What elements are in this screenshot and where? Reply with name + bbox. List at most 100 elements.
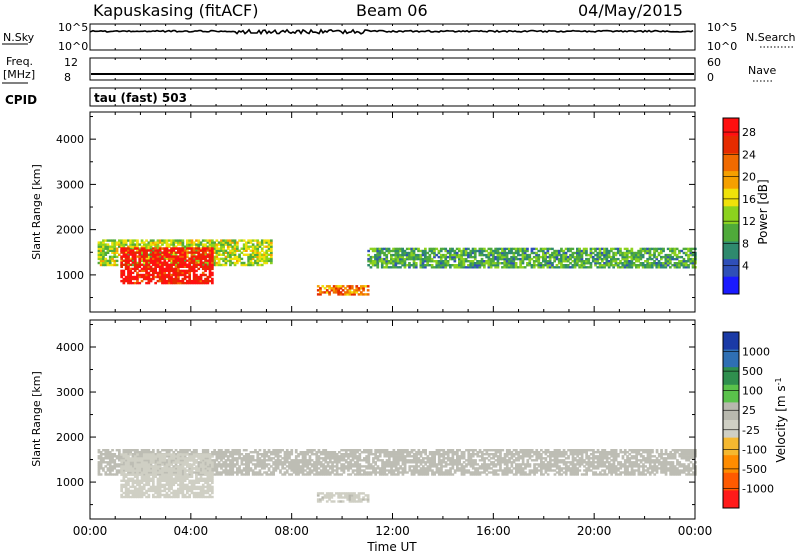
velocity-cell — [667, 469, 670, 472]
velocity-cell — [492, 469, 495, 472]
nsky-trace — [90, 28, 694, 36]
velocity-cell — [437, 471, 441, 474]
power-cell — [217, 257, 221, 261]
velocity-cell — [571, 473, 575, 476]
power-cell — [133, 247, 137, 250]
nsky-strip-frame — [89, 23, 696, 51]
velocity-cell — [442, 455, 446, 458]
power-cell — [648, 257, 652, 261]
power-cell — [152, 255, 155, 258]
power-cell — [639, 247, 643, 251]
velocity-cell — [553, 455, 557, 458]
power-cell — [530, 266, 534, 269]
power-cell — [201, 265, 205, 268]
velocity-cell — [424, 451, 427, 454]
power-cell — [247, 239, 250, 242]
power-cell — [544, 257, 547, 261]
velocity-cell — [533, 463, 536, 466]
power-cell — [596, 253, 600, 257]
velocity-cell — [576, 455, 579, 458]
power-cell — [201, 273, 205, 277]
power-cell — [152, 259, 155, 262]
velocity-cell — [104, 461, 108, 464]
power-cell — [199, 241, 203, 244]
velocity-cell — [621, 455, 625, 458]
power-cell — [403, 262, 407, 265]
power-cell — [97, 257, 101, 261]
power-cell — [127, 245, 130, 248]
velocity-cell — [111, 473, 114, 476]
power-cell — [170, 269, 173, 273]
velocity-cell — [290, 467, 294, 470]
power-cell — [181, 259, 185, 262]
power-cell — [97, 255, 101, 259]
velocity-cell — [342, 457, 346, 460]
power-cell — [183, 281, 187, 285]
power-cell — [224, 263, 228, 267]
velocity-cell — [285, 459, 289, 462]
power-cell — [505, 262, 509, 265]
velocity-cell — [492, 453, 495, 456]
velocity-cell — [274, 451, 278, 454]
power-cell — [337, 289, 340, 292]
power-cell — [154, 253, 157, 256]
power-cell — [535, 247, 538, 251]
velocity-cell — [254, 463, 257, 466]
power-cell — [118, 243, 121, 246]
power-cell — [519, 262, 522, 265]
velocity-cell — [533, 469, 536, 472]
power-cell — [217, 261, 221, 265]
velocity-cell — [578, 469, 582, 472]
velocity-cell — [642, 471, 645, 474]
velocity-cell — [653, 459, 657, 462]
velocity-cell — [451, 459, 455, 462]
nsky-trace-line — [90, 28, 694, 36]
velocity-cell — [238, 451, 241, 454]
velocity-cell — [599, 463, 602, 466]
velocity-cell — [344, 455, 348, 458]
velocity-cell — [431, 473, 434, 476]
velocity-cell — [340, 465, 343, 468]
power-cell — [140, 259, 144, 263]
power-cell — [528, 262, 532, 265]
velocity-cell — [594, 461, 598, 464]
velocity-cell — [628, 461, 632, 464]
power-cell — [605, 262, 609, 265]
power-cell — [217, 259, 221, 263]
power-cell — [120, 243, 123, 246]
power-cell — [122, 259, 126, 262]
power-cell — [129, 269, 132, 273]
velocity-cell — [172, 471, 176, 474]
velocity-cell — [294, 465, 298, 468]
velocity-cell — [399, 455, 402, 458]
velocity-cell — [365, 457, 368, 460]
power-cell — [664, 262, 668, 265]
velocity-cell — [172, 451, 176, 454]
power-cell — [623, 262, 627, 265]
velocity-cell — [585, 453, 588, 456]
velocity-cell — [226, 459, 230, 462]
velocity-cell — [299, 453, 303, 456]
power-cell — [129, 249, 132, 252]
velocity-cell — [648, 457, 652, 460]
velocity-cell — [474, 469, 477, 472]
nsearch-top-tick: 10^5 — [707, 21, 737, 34]
velocity-cell — [574, 457, 577, 460]
velocity-cell — [496, 469, 500, 472]
velocity-cell — [603, 463, 607, 466]
velocity-cell — [585, 461, 588, 464]
power-cell — [165, 247, 169, 250]
power-cell — [113, 255, 117, 259]
power-cell — [265, 241, 269, 244]
velocity-cell — [322, 463, 325, 466]
power-cell — [220, 241, 223, 244]
power-cell — [408, 251, 411, 255]
power-cell — [197, 253, 201, 256]
power-cell — [539, 266, 543, 269]
velocity-cell — [521, 461, 525, 464]
velocity-cell — [417, 465, 421, 468]
velocity-cell — [363, 469, 366, 472]
power-cell — [625, 264, 629, 267]
power-cell — [161, 261, 164, 264]
power-cell — [369, 247, 373, 251]
